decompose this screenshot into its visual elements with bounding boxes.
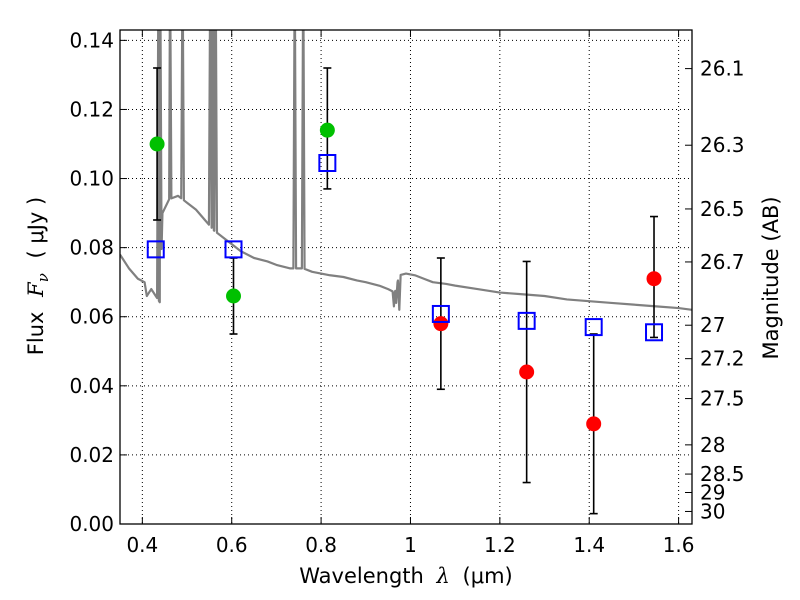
plot-frame xyxy=(119,29,693,525)
y-tick-label: 0.10 xyxy=(69,167,114,191)
magnitude-tick-label: 26.1 xyxy=(700,57,745,81)
plot-border xyxy=(119,29,693,525)
axis-ticks: 0.4 0.6 0.8 1 1.2 1.4 1.6 0.00 0.02 0.04 0.06 0.08 0… xyxy=(69,28,744,557)
model-photometry-square xyxy=(431,304,450,323)
red-data-point xyxy=(586,416,602,432)
model-photometry-square xyxy=(318,154,337,172)
magnitude-tick-label: 29 xyxy=(700,480,725,504)
magnitude-tick-label: 26.3 xyxy=(700,133,745,157)
x-tick-label: 1 xyxy=(404,533,417,557)
x-tick-label: 1.6 xyxy=(663,533,695,557)
magnitude-tick-label: 27 xyxy=(700,313,725,337)
model-spectrum-layer xyxy=(120,30,692,311)
x-axis-label: Wavelength λ (μm) xyxy=(299,564,512,588)
y-tick-label: 0.04 xyxy=(69,374,114,398)
y-tick-label: 0.12 xyxy=(69,97,114,121)
y-tick-label: 0.06 xyxy=(69,305,114,329)
green-data-point xyxy=(149,136,165,152)
model-spectrum-line xyxy=(120,30,692,311)
y-tick-label: 0.02 xyxy=(69,443,114,467)
model-photometry-square xyxy=(517,311,536,330)
model-photometry-square xyxy=(584,318,603,337)
data-points-layer xyxy=(146,122,664,432)
x-tick-label: 1.2 xyxy=(484,533,516,557)
grid-lines xyxy=(120,30,692,525)
magnitude-tick-label: 27.5 xyxy=(700,387,745,411)
x-tick-label: 0.8 xyxy=(305,533,337,557)
x-tick-label: 0.4 xyxy=(126,533,158,557)
y-tick-label: 0.00 xyxy=(69,512,114,536)
model-photometry-square xyxy=(146,240,165,259)
green-data-point xyxy=(319,122,335,138)
magnitude-tick-label: 26.7 xyxy=(700,250,745,274)
red-data-point xyxy=(519,364,535,380)
green-data-point xyxy=(226,288,242,304)
magnitude-tick-label: 30 xyxy=(700,499,725,523)
y-tick-label: 0.08 xyxy=(69,236,114,260)
model-photometry-square xyxy=(645,323,664,342)
red-data-point xyxy=(646,271,662,287)
model-photometry-square xyxy=(224,240,243,259)
magnitude-tick-label: 28 xyxy=(700,433,725,457)
y-tick-label: 0.14 xyxy=(69,28,114,52)
magnitude-tick-label: 28.5 xyxy=(700,462,745,486)
right-axis-label: Magnitude (AB) xyxy=(759,196,783,359)
magnitude-tick-label: 26.5 xyxy=(700,197,745,221)
magnitude-tick-label: 27.2 xyxy=(700,347,745,371)
x-tick-label: 0.6 xyxy=(216,533,248,557)
red-data-point xyxy=(433,316,449,332)
x-tick-label: 1.4 xyxy=(573,533,605,557)
y-axis-label: Flux Fν ( μJy ) xyxy=(24,197,53,355)
